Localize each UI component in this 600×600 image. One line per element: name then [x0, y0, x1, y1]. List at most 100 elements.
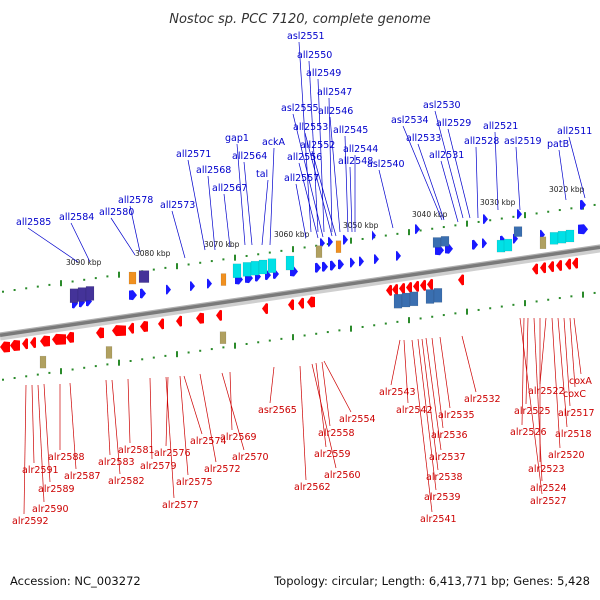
reverse-gene-label: alr2518 — [555, 429, 592, 440]
scale-tick — [222, 258, 225, 261]
scale-tick — [94, 277, 97, 280]
scale-tick — [48, 371, 51, 374]
scale-tick — [2, 290, 4, 293]
reverse-leader-line — [323, 360, 352, 413]
genome-backbone — [0, 244, 600, 341]
forward-gene-label: all2553 — [293, 122, 328, 133]
scale-tick — [83, 278, 86, 281]
forward-gene-label: asl2551 — [287, 31, 325, 42]
forward-leader-line — [378, 169, 394, 229]
accession-text: Accession: NC_003272 — [10, 574, 141, 588]
scale-tick — [431, 315, 434, 318]
forward-leader-line — [417, 143, 445, 221]
reverse-gene-label: alr2588 — [48, 452, 85, 463]
forward-gene-arrow — [190, 281, 195, 292]
scale-tick — [547, 210, 550, 213]
scale-tick — [60, 368, 62, 375]
scale-tick — [199, 261, 202, 264]
forward-gene-arrow — [359, 256, 364, 267]
reverse-gene-label: alr2523 — [528, 464, 565, 475]
forward-gene-arrow — [315, 262, 321, 273]
forward-leader-line — [269, 147, 275, 246]
reverse-leader-line — [299, 365, 307, 481]
reverse-leader-line — [315, 362, 327, 448]
forward-gene-label: all2544 — [343, 144, 378, 155]
forward-gene-label: all2573 — [160, 200, 195, 211]
reverse-gene-label: alr2592 — [12, 516, 49, 527]
forward-gene-label: all2571 — [176, 149, 211, 160]
reverse-strand-genes — [0, 257, 578, 353]
genome-summary-text: Topology: circular; Length: 6,413,771 bp… — [273, 574, 590, 588]
reverse-leader-line — [573, 317, 582, 375]
scale-tick — [431, 227, 434, 230]
reverse-gene-arrow — [406, 281, 412, 293]
forward-gene-label: all2578 — [118, 195, 153, 206]
reverse-leader-line — [521, 317, 525, 426]
reverse-gene-arrow — [413, 280, 419, 292]
scale-tick — [350, 325, 352, 332]
scale-tick — [477, 220, 480, 223]
scale-tick — [593, 203, 596, 206]
reverse-gene-label: alr2554 — [339, 414, 376, 425]
forward-gene-arrow — [372, 230, 376, 241]
scale-tick — [350, 237, 352, 244]
forward-gene-arrow — [396, 250, 401, 261]
forward-gene-label: all2549 — [306, 68, 341, 79]
khaki-feature-block — [315, 245, 323, 258]
scale-tick — [129, 359, 132, 362]
reverse-leader-line — [421, 338, 439, 471]
forward-leader-line — [243, 161, 253, 246]
scale-label: 3050 kbp — [343, 221, 379, 230]
forward-leader-line — [402, 125, 443, 221]
forward-leader-line — [328, 97, 333, 233]
reverse-gene-label: alr2559 — [314, 449, 351, 460]
forward-gene-label: all2550 — [297, 50, 332, 61]
reverse-gene-label: alr2542 — [396, 405, 433, 416]
forward-leader-line — [475, 146, 479, 219]
forward-gene-arrow — [166, 284, 171, 295]
scale-tick — [13, 289, 16, 292]
scale-tick — [442, 226, 445, 229]
reverse-gene-arrow — [0, 341, 10, 353]
reverse-gene-label: alr2587 — [64, 471, 101, 482]
forward-leader-line — [27, 227, 79, 263]
reverse-gene-label: alr2543 — [379, 387, 416, 398]
reverse-gene-label: alr2520 — [548, 450, 585, 461]
scale-tick — [396, 232, 399, 235]
reverse-gene-label: alr2591 — [22, 465, 59, 476]
scale-tick — [36, 373, 39, 376]
scale-tick — [454, 224, 457, 227]
scale-label: 3060 kbp — [274, 230, 310, 239]
scale-tick — [477, 308, 480, 311]
scale-tick — [152, 268, 155, 271]
reverse-leader-line — [539, 317, 547, 385]
reverse-gene-label: alr2527 — [530, 496, 567, 507]
reverse-gene-arrow — [288, 299, 294, 311]
cyan-feature-block — [503, 238, 513, 252]
scale-tick — [280, 249, 283, 252]
forward-leader-line — [236, 143, 246, 246]
forward-leader-line — [344, 135, 349, 233]
scale-tick — [210, 348, 213, 351]
reverse-gene-label: asr2565 — [258, 405, 297, 416]
purple-feature-block — [69, 288, 79, 303]
scale-tick — [547, 298, 550, 301]
scale-tick — [245, 254, 248, 257]
steel-feature-block — [401, 292, 411, 308]
reverse-leader-line — [183, 375, 203, 435]
scale-tick — [466, 220, 468, 227]
forward-gene-label: all2585 — [16, 217, 51, 228]
steel-feature-block — [513, 226, 523, 237]
scale-tick — [489, 307, 492, 310]
reverse-leader-line — [269, 366, 275, 404]
scale-tick — [315, 332, 318, 335]
scale-tick — [384, 322, 387, 325]
forward-gene-arrow — [472, 239, 478, 250]
reverse-leader-line — [311, 363, 337, 469]
cyan-feature-block — [285, 255, 295, 271]
steel-feature-block — [425, 289, 435, 304]
forward-leader-line — [298, 162, 319, 239]
reverse-leader-line — [557, 317, 568, 428]
reverse-leader-line — [37, 384, 45, 503]
